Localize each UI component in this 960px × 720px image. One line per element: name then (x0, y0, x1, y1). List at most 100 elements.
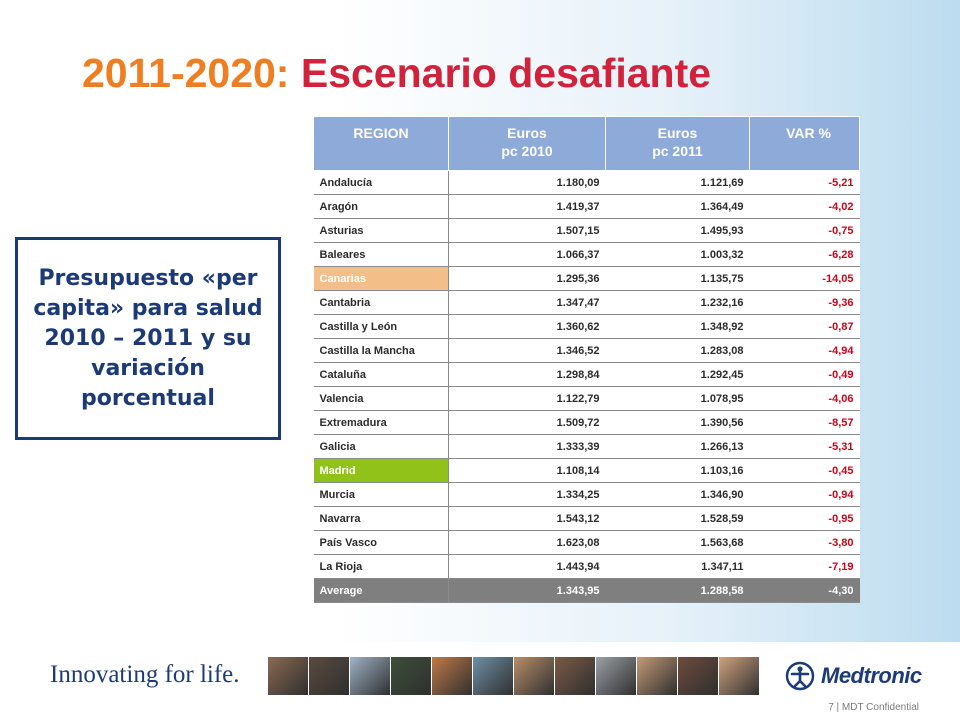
table-row: Extremadura 1.509,72 1.390,56 -8,57 (313, 410, 860, 435)
photo-thumbnail (268, 657, 308, 695)
var-cell: -0,94 (749, 482, 860, 507)
var-cell: -8,57 (749, 410, 860, 435)
euros-2011-cell: 1.232,16 (605, 290, 750, 315)
table-row: Cataluña 1.298,84 1.292,45 -0,49 (313, 362, 860, 387)
var-cell: -4,02 (749, 194, 860, 219)
table-row: Castilla la Mancha 1.346,52 1.283,08 -4,94 (313, 338, 860, 363)
var-cell: -3,80 (749, 530, 860, 555)
photo-thumbnail (678, 657, 718, 695)
var-cell: -0,87 (749, 314, 860, 339)
euros-2011-cell: 1.495,93 (605, 218, 750, 243)
region-cell: Canarias (313, 266, 449, 291)
table-row: Castilla y León 1.360,62 1.348,92 -0,87 (313, 314, 860, 339)
region-cell: Asturias (313, 218, 449, 243)
table-row-average: Average 1.343,95 1.288,58 -4,30 (313, 578, 860, 603)
table-header-row: REGION Euros pc 2010 Euros pc 2011 VAR % (313, 116, 860, 171)
region-cell: País Vasco (313, 530, 449, 555)
region-cell: Extremadura (313, 410, 449, 435)
photo-thumbnail (473, 657, 513, 695)
euros-2010-cell: 1.360,62 (448, 314, 606, 339)
var-cell: -0,49 (749, 362, 860, 387)
var-cell: -5,21 (749, 170, 860, 195)
photo-thumbnail (596, 657, 636, 695)
euros-2010-cell: 1.066,37 (448, 242, 606, 267)
euros-2010-cell: 1.507,15 (448, 218, 606, 243)
var-cell: -5,31 (749, 434, 860, 459)
photo-thumbnail (719, 657, 759, 695)
euros-2011-cell: 1.346,90 (605, 482, 750, 507)
table-row: Cantabria 1.347,47 1.232,16 -9,36 (313, 290, 860, 315)
euros-2011-cell: 1.390,56 (605, 410, 750, 435)
euros-2010-cell: 1.333,39 (448, 434, 606, 459)
table-row: Galicia 1.333,39 1.266,13 -5,31 (313, 434, 860, 459)
medtronic-logo: Medtronic (785, 661, 922, 691)
euros-2011-cell: 1.347,11 (605, 554, 750, 579)
title-text: Escenario desafiante (289, 50, 712, 96)
euros-2010-cell: 1.343,95 (448, 578, 606, 603)
euros-2011-cell: 1.528,59 (605, 506, 750, 531)
table-row: La Rioja 1.443,94 1.347,11 -7,19 (313, 554, 860, 579)
callout-text: Presupuesto «per capita» para salud 2010… (33, 265, 263, 411)
column-header: Euros pc 2010 (448, 116, 606, 171)
region-cell: Average (313, 578, 449, 603)
var-cell: -14,05 (749, 266, 860, 291)
euros-2011-cell: 1.003,32 (605, 242, 750, 267)
euros-2010-cell: 1.443,94 (448, 554, 606, 579)
photo-thumbnail (637, 657, 677, 695)
region-cell: La Rioja (313, 554, 449, 579)
region-cell: Castilla la Mancha (313, 338, 449, 363)
euros-2011-cell: 1.563,68 (605, 530, 750, 555)
euros-2011-cell: 1.364,49 (605, 194, 750, 219)
region-cell: Castilla y León (313, 314, 449, 339)
var-cell: -4,94 (749, 338, 860, 363)
var-cell: -0,75 (749, 218, 860, 243)
var-cell: -4,30 (749, 578, 860, 603)
region-cell: Aragón (313, 194, 449, 219)
euros-2011-cell: 1.348,92 (605, 314, 750, 339)
column-header: Euros pc 2011 (605, 116, 750, 171)
euros-2011-cell: 1.292,45 (605, 362, 750, 387)
var-cell: -9,36 (749, 290, 860, 315)
logo-text: Medtronic (821, 663, 922, 688)
region-cell: Navarra (313, 506, 449, 531)
euros-2011-cell: 1.266,13 (605, 434, 750, 459)
table-row: Madrid 1.108,14 1.103,16 -0,45 (313, 458, 860, 483)
euros-2010-cell: 1.346,52 (448, 338, 606, 363)
euros-2010-cell: 1.347,47 (448, 290, 606, 315)
region-cell: Valencia (313, 386, 449, 411)
euros-2011-cell: 1.103,16 (605, 458, 750, 483)
photo-thumbnail (350, 657, 390, 695)
euros-2011-cell: 1.283,08 (605, 338, 750, 363)
confidential-label: 7 | MDT Confidential (828, 702, 919, 713)
region-cell: Andalucía (313, 170, 449, 195)
var-cell: -0,95 (749, 506, 860, 531)
table-row: Baleares 1.066,37 1.003,32 -6,28 (313, 242, 860, 267)
column-header: REGION (313, 116, 449, 171)
region-cell: Cantabria (313, 290, 449, 315)
euros-2010-cell: 1.298,84 (448, 362, 606, 387)
tagline: Innovating for life. (50, 661, 240, 688)
euros-2010-cell: 1.419,37 (448, 194, 606, 219)
region-cell: Baleares (313, 242, 449, 267)
euros-2010-cell: 1.334,25 (448, 482, 606, 507)
euros-2010-cell: 1.295,36 (448, 266, 606, 291)
euros-2010-cell: 1.108,14 (448, 458, 606, 483)
euros-2010-cell: 1.509,72 (448, 410, 606, 435)
column-header: VAR % (749, 116, 860, 171)
region-cell: Cataluña (313, 362, 449, 387)
table-row: Canarias 1.295,36 1.135,75 -14,05 (313, 266, 860, 291)
var-cell: -7,19 (749, 554, 860, 579)
title-year: 2011-2020: (82, 50, 290, 96)
slide-title: 2011-2020: Escenario desafiante (82, 50, 711, 97)
photo-strip (268, 657, 759, 695)
var-cell: -4,06 (749, 386, 860, 411)
var-cell: -6,28 (749, 242, 860, 267)
table-row: Asturias 1.507,15 1.495,93 -0,75 (313, 218, 860, 243)
euros-2010-cell: 1.180,09 (448, 170, 606, 195)
euros-2011-cell: 1.135,75 (605, 266, 750, 291)
euros-2010-cell: 1.122,79 (448, 386, 606, 411)
region-cell: Madrid (313, 458, 449, 483)
table-row: Murcia 1.334,25 1.346,90 -0,94 (313, 482, 860, 507)
euros-2010-cell: 1.543,12 (448, 506, 606, 531)
euros-2011-cell: 1.121,69 (605, 170, 750, 195)
